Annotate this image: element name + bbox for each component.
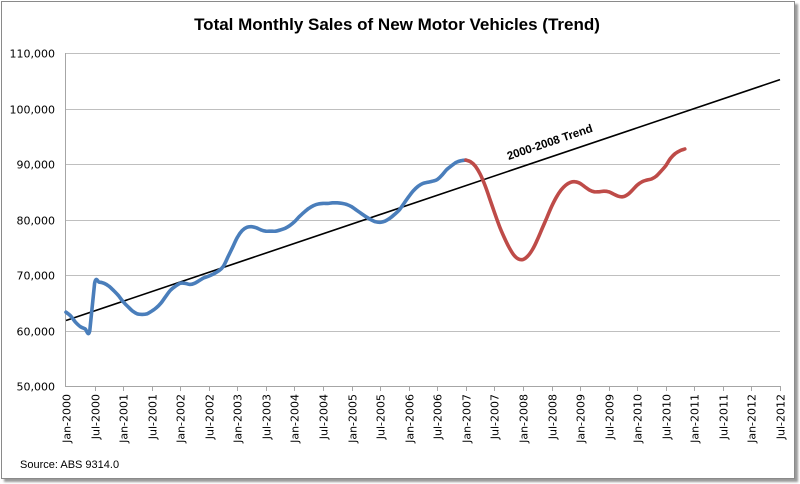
y-tick-label: 50,000 [17,381,56,394]
x-tick-label: Jan-2003 [232,394,245,444]
x-tick-label: Jul-2000 [90,394,103,440]
y-tick-label: 110,000 [10,48,56,61]
x-tick-label: Jan-2004 [289,394,302,444]
y-tick-label: 90,000 [17,159,56,172]
y-axis: 50,000 60,000 70,000 80,000 90,000 100,000 110… [10,48,66,394]
series-line-red [464,147,687,262]
x-tick-label: Jul-2007 [489,394,502,440]
series-group [64,78,781,336]
x-tick-label: Jul-2009 [604,394,617,440]
x-tick-label: Jan-2008 [518,394,531,444]
x-tick-label: Jul-2003 [261,394,274,440]
x-tick-label: Jan-2002 [175,394,188,444]
y-tick-label: 100,000 [10,104,56,117]
x-tick-label: Jan-2000 [61,394,74,444]
y-tick-label: 80,000 [17,215,56,228]
x-tick-label: Jul-2008 [547,394,560,440]
x-tick-label: Jul-2005 [375,394,388,440]
x-tick-label: Jan-2005 [347,394,360,444]
x-tick-label: Jan-2011 [689,394,702,444]
trend-line [65,78,781,322]
y-tick-label: 60,000 [17,326,56,339]
x-tick-label: Jul-2011 [718,394,731,440]
x-tick-label: Jan-2001 [118,394,131,444]
x-tick-label: Jul-2010 [661,394,674,440]
x-axis: Jan-2000 Jul-2000 Jan-2001 Jul-2001 Jan-2002… [61,386,788,444]
x-tick-label: Jan-2012 [746,394,759,444]
source-note: Source: ABS 9314.0 [20,459,119,471]
gridlines [65,53,780,332]
x-tick-label: Jul-2001 [147,394,160,440]
x-tick-label: Jul-2006 [432,394,445,440]
series-line-blue [64,158,468,336]
chart-title: Total Monthly Sales of New Motor Vehicle… [194,15,600,34]
x-tick-label: Jul-2004 [318,394,331,440]
x-tick-label: Jan-2007 [461,394,474,444]
x-tick-label: Jan-2006 [404,394,417,444]
x-tick-label: Jan-2009 [575,394,588,444]
y-tick-label: 70,000 [17,270,56,283]
x-tick-label: Jul-2012 [775,394,788,440]
x-tick-label: Jul-2002 [204,394,217,440]
x-tick-label: Jan-2010 [632,394,645,444]
